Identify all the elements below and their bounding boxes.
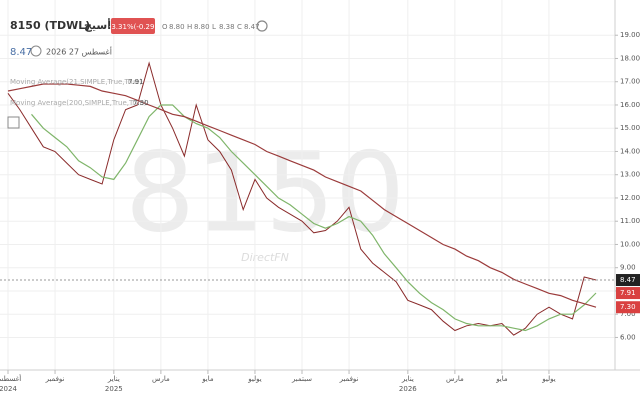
ohlc-value: 8.80 bbox=[169, 23, 185, 31]
y-tick-label: 11.00 bbox=[620, 217, 640, 225]
ohlc: O 8.80 H 8.80 L 8.38 C 8.47 bbox=[162, 23, 260, 31]
x-year-label: 2025 bbox=[105, 385, 123, 393]
x-tick-label: مارس bbox=[446, 375, 464, 383]
price-line bbox=[7, 61, 597, 336]
y-tick-label: 14.00 bbox=[620, 147, 640, 155]
y-tick-label: 18.00 bbox=[620, 54, 640, 62]
x-year-label: 2026 bbox=[399, 385, 417, 393]
x-tick-label: مايو bbox=[201, 375, 214, 383]
change: -3.31%(-0.29) bbox=[109, 23, 158, 31]
change-badge bbox=[111, 18, 155, 34]
y-tick-label: 19.00 bbox=[620, 31, 640, 39]
ohlc-key: O bbox=[162, 23, 168, 31]
price: 8.47 bbox=[10, 47, 32, 58]
ohlc-value: 8.80 bbox=[194, 23, 210, 31]
clock-icon bbox=[30, 45, 42, 57]
ohlc-value: 8.38 bbox=[219, 23, 235, 31]
x-tick-label: يوليو bbox=[247, 375, 261, 383]
price-tag-label: 8.47 bbox=[620, 276, 636, 284]
price-tag bbox=[616, 301, 640, 314]
ohlc-value: 8.47 bbox=[244, 23, 260, 31]
y-tick-label: 9.00 bbox=[620, 264, 636, 272]
x-tick-label: يناير bbox=[401, 375, 414, 383]
x-tick-label: أغسطس bbox=[0, 374, 21, 383]
x-tick-label: يوليو bbox=[541, 375, 555, 383]
x-tick-label: مارس bbox=[152, 375, 170, 383]
y-tick-label: 12.00 bbox=[620, 194, 640, 202]
ohlc-key: L bbox=[212, 23, 216, 31]
legend-label: Moving Average(200,SIMPLE,True,True) bbox=[10, 99, 147, 107]
y-tick-label: 7.00 bbox=[620, 310, 636, 318]
x-tick-label: نوفمبر bbox=[339, 375, 359, 383]
y-tick-label: 6.00 bbox=[620, 333, 636, 341]
ohlc-key: H bbox=[187, 23, 192, 31]
y-tick-label: 15.00 bbox=[620, 124, 640, 132]
x-tick-label: سبتمبر bbox=[291, 375, 312, 383]
price-tag-label: 7.30 bbox=[620, 303, 636, 311]
collapse-button[interactable] bbox=[7, 116, 20, 129]
legend-value: 7.30 bbox=[133, 99, 149, 107]
brand: DirectFN bbox=[241, 251, 289, 264]
symbol-name: أسيج bbox=[84, 18, 111, 32]
ma-line bbox=[31, 104, 597, 332]
y-tick-label: 16.00 bbox=[620, 101, 640, 109]
ohlc-key: C bbox=[237, 23, 242, 31]
plot bbox=[0, 0, 615, 370]
y-tick-label: 13.00 bbox=[620, 171, 640, 179]
date: أغسطس 27 2026 bbox=[46, 47, 112, 57]
header: 8150 (TDWL) أسيج -3.31%(-0.29) O 8.80 H 8.8… bbox=[7, 18, 268, 129]
y-tick-label: 17.00 bbox=[620, 78, 640, 86]
price-tag bbox=[616, 287, 640, 300]
price-tag-label: 7.91 bbox=[620, 289, 636, 297]
ma-line bbox=[7, 83, 597, 308]
x-tick-label: نوفمبر bbox=[45, 375, 65, 383]
x-tick-label: مايو bbox=[495, 375, 508, 383]
watermark: 8150 bbox=[125, 128, 405, 256]
settings-icon[interactable] bbox=[256, 20, 268, 32]
symbol: 8150 (TDWL) bbox=[10, 19, 90, 32]
legend-value: 7.91 bbox=[128, 78, 144, 86]
y-tick-label: 10.00 bbox=[620, 240, 640, 248]
legend-label: Moving Average(21,SIMPLE,True,True) bbox=[10, 78, 142, 86]
x-tick-label: يناير bbox=[107, 375, 120, 383]
x-year-label: 2024 bbox=[0, 385, 17, 393]
price-tag bbox=[616, 274, 640, 287]
